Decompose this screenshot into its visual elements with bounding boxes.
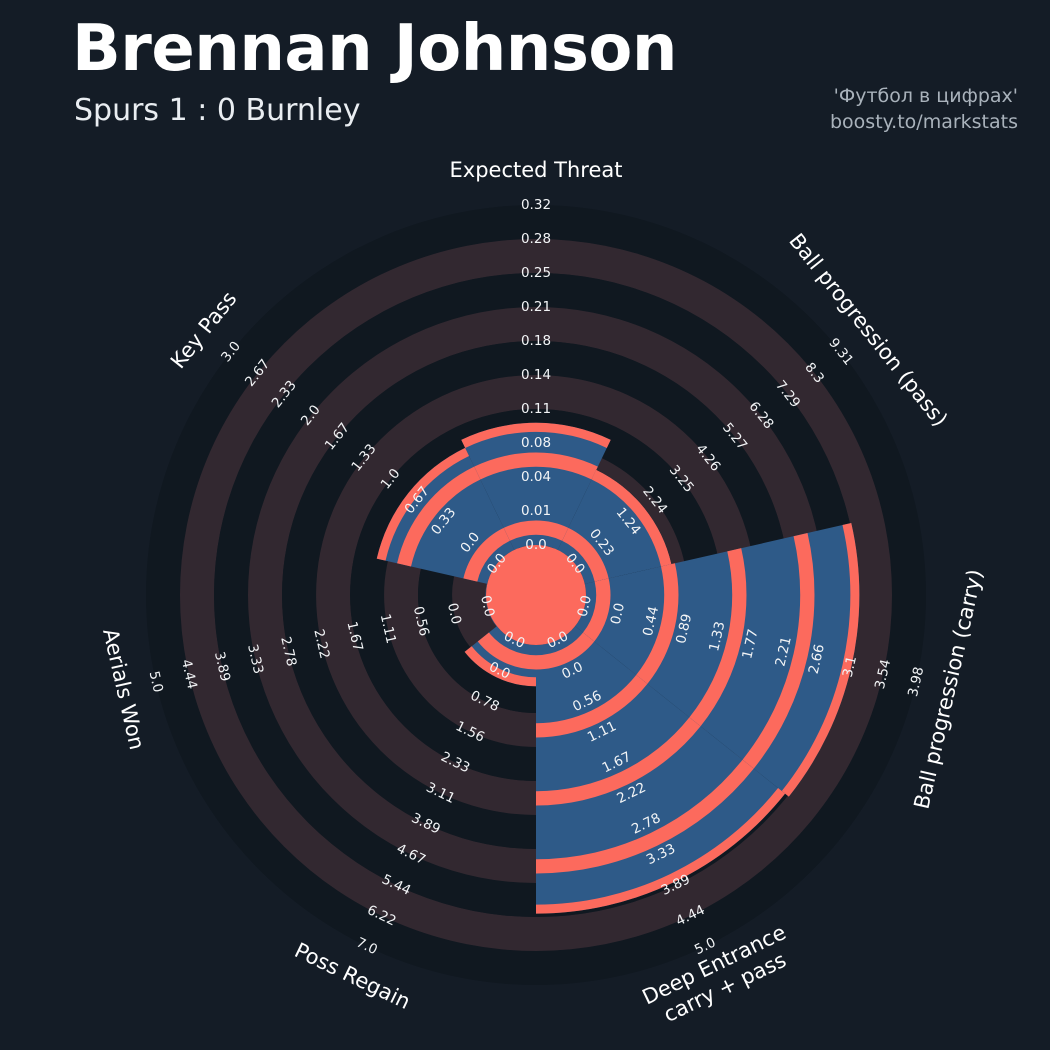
data-wedge-band — [474, 452, 598, 480]
axis-tick-label: 2.66 — [806, 643, 828, 676]
chart-header: Brennan Johnson Spurs 1 : 0 Burnley 'Фут… — [0, 0, 1050, 150]
axis-tick-label: 3.33 — [244, 643, 266, 676]
axis-label: Aerials Won — [98, 626, 149, 752]
data-wedge-band — [636, 563, 679, 684]
data-wedge-band — [536, 674, 648, 738]
data-wedges — [376, 422, 860, 914]
credit-line-2: boosty.to/markstats — [829, 110, 1018, 133]
axis-tick-label: 5.0 — [146, 670, 166, 695]
page-title: Brennan Johnson — [72, 12, 677, 86]
axis-tick-label: 0.89 — [673, 612, 695, 645]
axis-tick-label: 0.08 — [521, 435, 551, 451]
credit-line-1: 'Футбол в цифрах' — [833, 85, 1018, 107]
axis-tick-label: 0.0 — [575, 594, 595, 619]
axis-tick-label: 3.98 — [905, 665, 927, 698]
axis-tick-label: 0.0 — [608, 601, 628, 626]
data-wedge-band — [536, 717, 701, 806]
data-wedge-band — [503, 520, 569, 541]
axis-tick-label: 0.0 — [477, 594, 497, 619]
data-wedge-band — [397, 466, 481, 567]
axis-tick-label: 0.04 — [521, 469, 551, 485]
credit-block: 'Футбол в цифрах' boosty.to/markstats — [830, 84, 1018, 135]
axis-tick-label: 0.14 — [521, 367, 551, 383]
axis-tick-label: 2.22 — [310, 628, 332, 661]
axis-label: Expected Threat — [450, 158, 623, 182]
axis-tick-label: 0.11 — [521, 401, 551, 417]
axis-tick-label: 0.0 — [444, 601, 464, 626]
center-disc — [486, 545, 586, 645]
data-wedge-band — [583, 578, 611, 642]
axis-tick-label: 1.67 — [344, 620, 366, 653]
data-wedge-tip — [464, 646, 536, 687]
data-wedge-tip — [781, 523, 860, 797]
axis-tick-label: 1.11 — [377, 612, 399, 645]
data-wedge-tip — [376, 447, 470, 561]
data-wedge-tip — [592, 469, 672, 567]
axis-tick-label: 0.18 — [521, 333, 551, 349]
match-score-subtitle: Spurs 1 : 0 Burnley — [74, 93, 361, 128]
axis-tick-label: 2.21 — [772, 635, 794, 668]
axis-tick-label: 0.0 — [525, 537, 546, 553]
axis-tick-label: 0.25 — [521, 265, 551, 281]
data-wedge-tip — [461, 422, 611, 448]
data-wedge-band — [536, 632, 595, 670]
data-wedge-band — [536, 759, 754, 874]
axis-tick-label: 2.78 — [277, 635, 299, 668]
axis-tick-label: 1.77 — [739, 628, 761, 661]
data-wedge — [485, 583, 497, 627]
data-wedge — [536, 626, 786, 914]
data-wedge-band — [689, 548, 747, 727]
axis-tick-label: 3.54 — [872, 658, 894, 691]
axis-tick-label: 0.28 — [521, 231, 551, 247]
axis-tick-label: 4.44 — [178, 658, 200, 691]
data-wedge-band — [463, 527, 510, 582]
axis-tick-label: 3.1 — [840, 654, 860, 679]
data-wedge-band — [562, 527, 609, 582]
axis-tick-label: 0.01 — [521, 503, 551, 519]
axis-tick-label: 0.44 — [640, 605, 662, 638]
data-wedge — [461, 422, 611, 550]
data-wedge-band — [742, 533, 815, 769]
axis-tick-label: 3.89 — [211, 650, 233, 683]
axis-label-group: Expected Threat — [450, 158, 623, 182]
data-wedge — [575, 523, 860, 797]
axis-tick-label: 0.21 — [521, 299, 551, 315]
axis-tick-label: 1.33 — [706, 620, 728, 653]
axis-tick-label: 0.32 — [521, 197, 551, 213]
axis-label-group: Aerials Won — [98, 626, 149, 752]
axis-tick-label: 0.56 — [410, 605, 432, 638]
data-wedge-band — [477, 632, 536, 670]
